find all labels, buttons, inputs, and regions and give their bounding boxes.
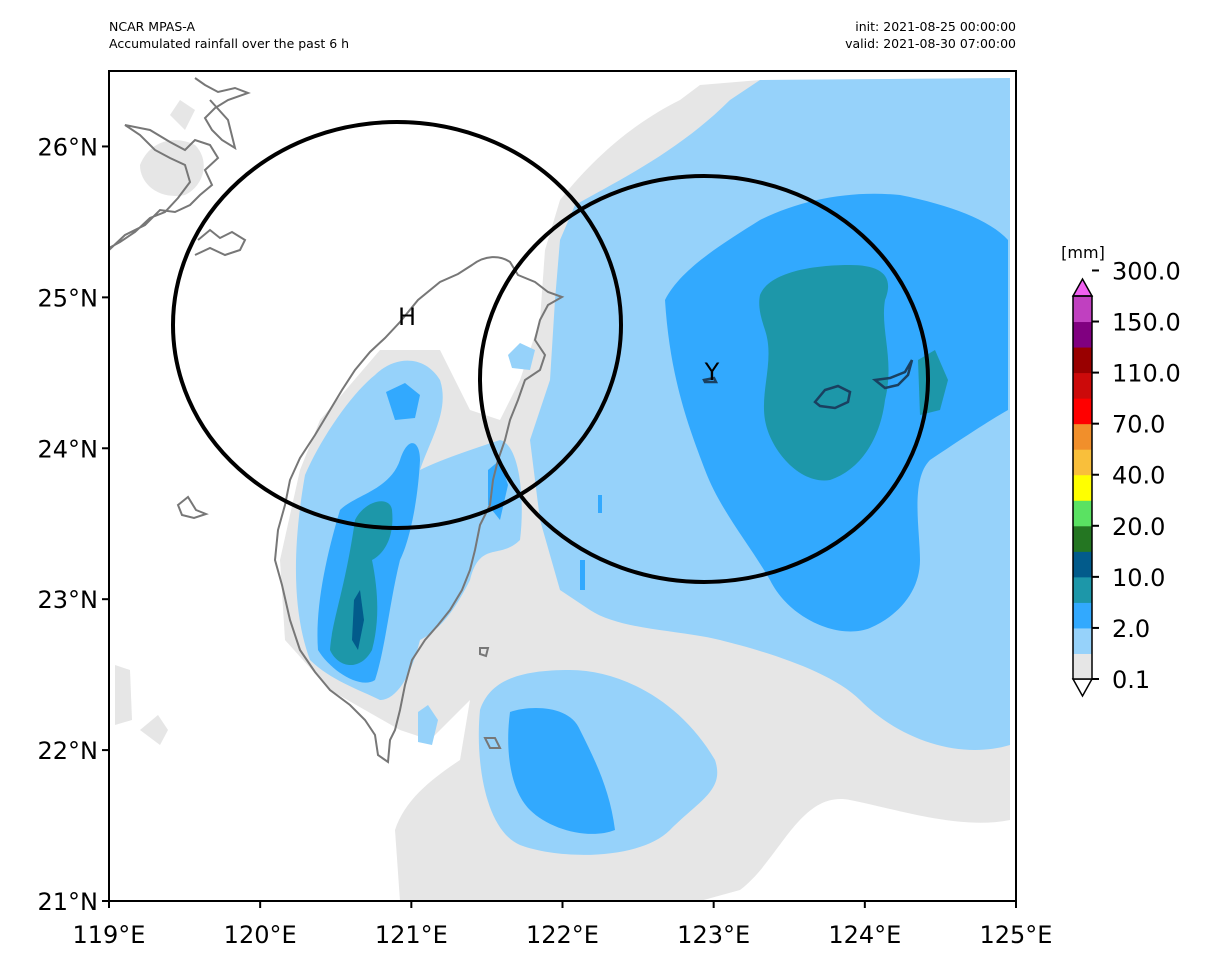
colorbar-segment	[1073, 423, 1092, 450]
colorbar: [mm] 0.1 2.0 10.0 20.0 40.0 70.0 110.0 150.0 300…	[1061, 243, 1181, 698]
x-tick-label: 123°E	[677, 921, 750, 949]
island-coastline-north	[194, 228, 247, 257]
rain-band-2-10-small2	[418, 705, 438, 745]
colorbar-segment	[1073, 551, 1092, 578]
colorbar-tick-label: 0.1	[1112, 666, 1150, 694]
rain-band-spot	[598, 495, 602, 513]
x-tick-label: 119°E	[73, 921, 146, 949]
colorbar-tick-label: 150.0	[1112, 309, 1181, 337]
china-coastline-north	[194, 77, 251, 151]
colorbar-outline	[1072, 295, 1093, 680]
map-header-right: init: 2021-08-25 00:00:00 valid: 2021-08…	[845, 18, 1016, 52]
colorbar-segment	[1073, 627, 1092, 654]
x-tick-label: 121°E	[375, 921, 448, 949]
colorbar-unit: [mm]	[1061, 243, 1105, 262]
penghu-coastline	[176, 495, 209, 520]
field-description: Accumulated rainfall over the past 6 h	[109, 36, 350, 51]
rain-band-10-20-south	[508, 707, 615, 834]
rain-band-0.1-2-west	[115, 665, 132, 725]
rain-band-2-10-small	[508, 343, 535, 370]
colorbar-segment	[1073, 653, 1092, 680]
model-name: NCAR MPAS-A	[109, 19, 196, 34]
colorbar-tick-label: 2.0	[1112, 615, 1150, 643]
colorbar-segment	[1073, 296, 1092, 323]
rain-band-0.1-2-sw	[140, 715, 168, 745]
map-header-left: NCAR MPAS-A Accumulated rainfall over th…	[109, 18, 349, 52]
iriomote-island	[813, 384, 852, 410]
rain-band-10-20-taiwan2	[386, 383, 420, 420]
ishigaki-island	[871, 359, 914, 390]
islet	[702, 376, 719, 384]
colorbar-tick-label: 70.0	[1112, 411, 1165, 439]
rainfall-field	[115, 78, 1010, 901]
x-tick-label: 120°E	[224, 921, 297, 949]
colorbar-segment	[1073, 321, 1092, 348]
ryukyu-islands	[702, 359, 914, 410]
init-time: init: 2021-08-25 00:00:00	[855, 19, 1016, 34]
colorbar-under-triangle	[1071, 678, 1094, 698]
colorbar-segment	[1073, 398, 1092, 425]
circle-Y	[478, 174, 930, 584]
colorbar-segment	[1073, 500, 1092, 527]
island-coastline-2	[483, 737, 502, 749]
rain-band-0.1-2-north	[140, 140, 204, 196]
rain-band-spot-2	[580, 560, 585, 590]
colorbar-segment	[1073, 372, 1092, 399]
y-axis: 21°N 22°N 23°N 24°N 25°N 26°N	[38, 133, 109, 916]
rain-band-20-40-taiwan	[330, 501, 393, 666]
marker-H: H	[398, 303, 416, 331]
colorbar-segment	[1073, 576, 1092, 603]
x-axis: 119°E 120°E 121°E 122°E 123°E 124°E 125°E	[73, 901, 1053, 949]
valid-time: valid: 2021-08-30 07:00:00	[845, 36, 1016, 51]
island-coastline	[479, 647, 490, 658]
marker-Y: Y	[704, 358, 720, 386]
colorbar-segment	[1073, 449, 1092, 476]
colorbar-segment	[1073, 347, 1092, 374]
x-tick-label: 122°E	[526, 921, 599, 949]
y-tick-label: 22°N	[38, 737, 99, 765]
rain-band-40-70-taiwan	[352, 590, 364, 650]
colorbar-segment	[1073, 525, 1092, 552]
y-tick-label: 23°N	[38, 586, 99, 614]
rain-band-0.1-2-nw	[170, 100, 195, 130]
colorbar-tick-label: 300.0	[1112, 257, 1181, 285]
y-tick-label: 24°N	[38, 435, 99, 463]
x-tick-label: 124°E	[828, 921, 901, 949]
colorbar-tick-label: 10.0	[1112, 564, 1165, 592]
circle-markers: H Y	[171, 120, 930, 584]
colorbar-segment	[1073, 602, 1092, 629]
x-tick-label: 125°E	[980, 921, 1053, 949]
y-tick-label: 21°N	[38, 888, 99, 916]
circle-H	[171, 120, 623, 530]
colorbar-tick-label: 20.0	[1112, 513, 1165, 541]
colorbar-over-triangle	[1071, 277, 1094, 297]
y-tick-label: 25°N	[38, 284, 99, 312]
china-coastline	[109, 124, 220, 251]
colorbar-tick-label: 110.0	[1112, 360, 1181, 388]
colorbar-tick-label: 40.0	[1112, 462, 1165, 490]
colorbar-segment	[1073, 474, 1092, 501]
y-tick-label: 26°N	[38, 133, 99, 161]
rain-band-20-40-east	[759, 265, 889, 481]
